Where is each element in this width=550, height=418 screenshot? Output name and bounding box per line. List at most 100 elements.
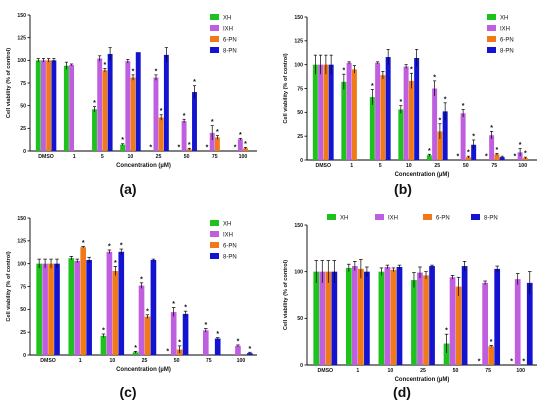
bar-8-PN <box>51 60 57 152</box>
bar-XH <box>369 97 375 160</box>
x-tick-label: 50 <box>453 368 459 374</box>
bar-8-PN <box>442 111 448 160</box>
significance-star: * <box>211 119 214 126</box>
bar-8-PN <box>396 267 403 365</box>
significance-star: * <box>149 145 152 152</box>
legend-label: 8-PN <box>484 216 498 222</box>
significance-star: * <box>178 339 181 346</box>
bar-8-PN <box>107 53 113 152</box>
y-tick-label: 75 <box>20 284 26 290</box>
x-tick-label: DMSO <box>38 154 54 160</box>
y-tick-label: 100 <box>17 261 26 267</box>
legend-label: 8-PN <box>223 255 237 261</box>
y-tick-label: 125 <box>294 39 303 45</box>
legend-label: IXH <box>223 233 233 239</box>
legend-swatch-6-PN <box>487 36 496 42</box>
bar-8-PN <box>163 54 169 151</box>
bar-8-PN <box>414 57 420 160</box>
significance-star: * <box>102 327 105 334</box>
y-tick-label: 0 <box>300 363 303 369</box>
bar-8-PN <box>526 282 533 365</box>
bar-6-PN <box>102 70 108 151</box>
bar-XH <box>132 352 139 355</box>
bar-6-PN <box>423 275 429 365</box>
significance-star: * <box>371 83 374 90</box>
legend-swatch-XH <box>210 220 219 226</box>
bar-8-PN <box>182 313 189 355</box>
significance-star: * <box>239 132 242 139</box>
y-tick-label: 125 <box>17 35 26 41</box>
significance-star: * <box>134 345 137 352</box>
bar-6-PN <box>437 131 443 160</box>
bar-IXH <box>69 64 75 151</box>
y-tick-label: 100 <box>294 269 303 275</box>
x-tick-label: 25 <box>434 163 440 169</box>
significance-star: * <box>108 243 111 250</box>
bar-IXH <box>170 312 177 355</box>
legend-label: XH <box>223 16 231 22</box>
bar-8-PN <box>331 271 338 365</box>
x-tick-label: DMSO <box>315 163 331 169</box>
bar-8-PN <box>135 52 141 151</box>
bar-XH <box>36 263 42 355</box>
bar-6-PN <box>48 263 54 355</box>
y-tick-label: 100 <box>294 62 303 68</box>
significance-star: * <box>216 129 219 136</box>
significance-star: * <box>146 308 149 315</box>
legend-swatch-6-PN <box>210 242 219 248</box>
bar-XH <box>341 81 347 160</box>
bar-8-PN <box>328 64 334 160</box>
x-tick-label: 100 <box>237 358 246 364</box>
y-tick-label: 125 <box>17 239 26 245</box>
significance-star: * <box>462 103 465 110</box>
bar-8-PN <box>429 266 435 365</box>
bar-XH <box>35 60 41 152</box>
x-tick-label: 75 <box>485 368 491 374</box>
significance-star: * <box>342 68 345 75</box>
significance-star: * <box>513 154 516 161</box>
legend-label: 6-PN <box>223 38 237 44</box>
bar-6-PN <box>465 157 471 160</box>
bar-IXH <box>181 121 187 151</box>
significance-star: * <box>166 349 169 356</box>
significance-star: * <box>485 154 488 161</box>
significance-star: * <box>467 150 470 157</box>
x-tick-label: 25 <box>156 154 162 160</box>
bar-IXH <box>489 135 495 160</box>
bar-XH <box>92 109 97 151</box>
bar-IXH <box>403 66 409 160</box>
legend-label: XH <box>223 222 231 228</box>
x-tick-label: 50 <box>174 358 180 364</box>
bar-IXH <box>318 64 324 160</box>
legend-label: 6-PN <box>500 38 514 44</box>
significance-star: * <box>104 62 107 69</box>
legend-swatch-6-PN <box>423 214 432 220</box>
x-axis-label: Concentration (µM) <box>395 172 450 178</box>
significance-star: * <box>456 154 459 161</box>
significance-star: * <box>155 68 158 75</box>
legend-label: XH <box>340 216 348 222</box>
bar-IXH <box>514 279 521 365</box>
bar-IXH <box>319 271 326 365</box>
bar-8-PN <box>214 338 221 355</box>
x-tick-label: 100 <box>518 163 527 169</box>
bar-6-PN <box>390 269 397 365</box>
y-axis-label: Cell viability (% of control) <box>283 53 289 123</box>
bar-6-PN <box>214 137 220 151</box>
bar-IXH <box>125 61 131 151</box>
x-tick-label: 5 <box>101 154 104 160</box>
bar-8-PN <box>150 260 157 355</box>
bar-6-PN <box>455 286 462 365</box>
x-tick-label: 100 <box>239 154 248 160</box>
bar-6-PN <box>130 77 136 151</box>
bar-IXH <box>375 62 381 161</box>
bar-XH <box>312 64 318 160</box>
y-tick-label: 50 <box>20 103 26 109</box>
bar-IXH <box>460 113 466 160</box>
significance-star: * <box>433 74 436 81</box>
x-tick-label: 1 <box>79 358 82 364</box>
bar-8-PN <box>86 260 92 355</box>
x-tick-label: 100 <box>516 368 525 374</box>
bar-8-PN <box>461 266 468 365</box>
